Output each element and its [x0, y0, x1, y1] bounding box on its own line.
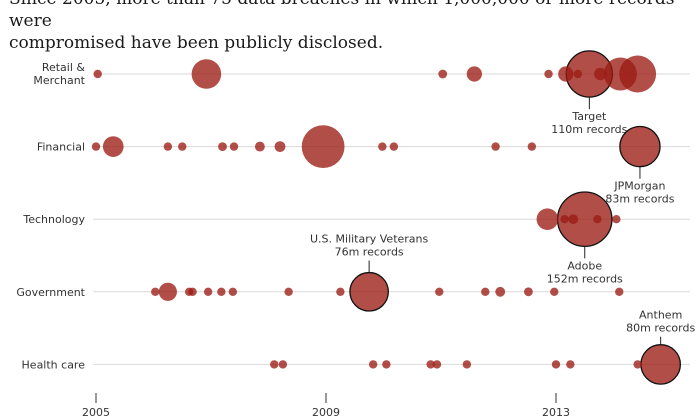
x-tick-label: 2005	[82, 406, 110, 416]
annotation-value: 80m records	[626, 322, 695, 335]
breach-bubble	[270, 360, 279, 369]
row-label: Technology	[22, 213, 85, 226]
breach-bubble	[435, 287, 444, 296]
breach-bubble	[382, 360, 391, 369]
breach-bubble	[566, 360, 575, 369]
breach-bubble	[481, 287, 490, 296]
breach-bubble	[274, 141, 286, 153]
subtitle-line-1: Since 2005, more than 75 data breaches i…	[9, 0, 675, 31]
breach-bubble	[523, 287, 533, 297]
breach-bubble	[432, 360, 442, 369]
breach-bubble	[466, 66, 482, 82]
breach-bubble	[550, 287, 559, 296]
breach-bubble	[368, 360, 378, 369]
breach-bubble	[551, 360, 561, 369]
breach-bubble	[568, 214, 579, 225]
chart-subtitle: Since 2005, more than 75 data breaches i…	[9, 0, 699, 54]
breach-bubble	[389, 142, 399, 151]
breach-bubble	[191, 59, 222, 89]
breach-bubble	[603, 57, 637, 91]
breach-bubble	[633, 360, 642, 369]
breach-bubble	[615, 287, 624, 296]
breach-bubble	[284, 287, 293, 296]
breach-bubble	[217, 287, 226, 296]
breach-bubble	[336, 287, 345, 296]
annotation-value: 76m records	[335, 246, 404, 259]
breach-bubble-highlight	[619, 125, 661, 168]
annotation-name: Anthem	[639, 309, 682, 322]
breach-bubble	[558, 66, 574, 82]
subtitle-line-2: compromised have been publicly disclosed…	[9, 33, 384, 53]
breach-bubble	[462, 360, 472, 369]
breach-bubble	[491, 142, 500, 151]
breach-bubble	[612, 215, 621, 224]
breach-bubble	[594, 67, 607, 81]
breach-bubble	[188, 287, 197, 296]
breach-bubble	[102, 136, 124, 157]
breach-bubble	[218, 142, 227, 152]
row-label: Retail & Merchant	[33, 61, 85, 87]
annotation-value: 83m records	[605, 193, 674, 206]
breach-bubble	[158, 282, 177, 301]
breach-bubble	[91, 142, 101, 151]
breach-bubble	[527, 142, 537, 151]
breach-bubble	[163, 142, 173, 151]
breach-bubble-highlight	[640, 344, 682, 385]
breach-bubble	[438, 69, 448, 79]
breach-bubble	[254, 141, 265, 152]
annotation-name: JPMorgan	[613, 180, 665, 193]
breach-bubble	[229, 142, 239, 151]
breach-bubble	[573, 69, 583, 79]
annotation-name: Adobe	[567, 259, 602, 272]
breach-bubble-highlight	[349, 271, 389, 312]
breach-bubble	[278, 360, 288, 369]
annotation-value: 110m records	[551, 123, 627, 136]
breach-bubble	[593, 215, 602, 224]
breach-bubble	[378, 142, 387, 151]
row-label: Financial	[37, 141, 85, 154]
breach-bubble	[301, 125, 345, 168]
x-tick-label: 2013	[542, 406, 570, 416]
x-tick-label: 2009	[312, 406, 340, 416]
breach-bubble	[203, 287, 213, 296]
breach-bubble	[426, 360, 435, 369]
breach-bubble	[93, 69, 102, 79]
breach-bubble	[495, 286, 506, 297]
breach-bubble	[228, 287, 238, 296]
annotation-name: U.S. Military Veterans	[310, 233, 429, 246]
breach-bubble	[560, 215, 569, 224]
row-label: Health care	[22, 358, 86, 371]
row-label: Government	[16, 286, 85, 299]
breach-bubble	[151, 287, 160, 296]
breach-bubble	[536, 208, 559, 231]
annotation-value: 152m records	[547, 272, 623, 285]
breach-bubble	[178, 142, 187, 151]
annotation-name: Target	[571, 110, 607, 123]
breach-bubble	[544, 69, 553, 79]
